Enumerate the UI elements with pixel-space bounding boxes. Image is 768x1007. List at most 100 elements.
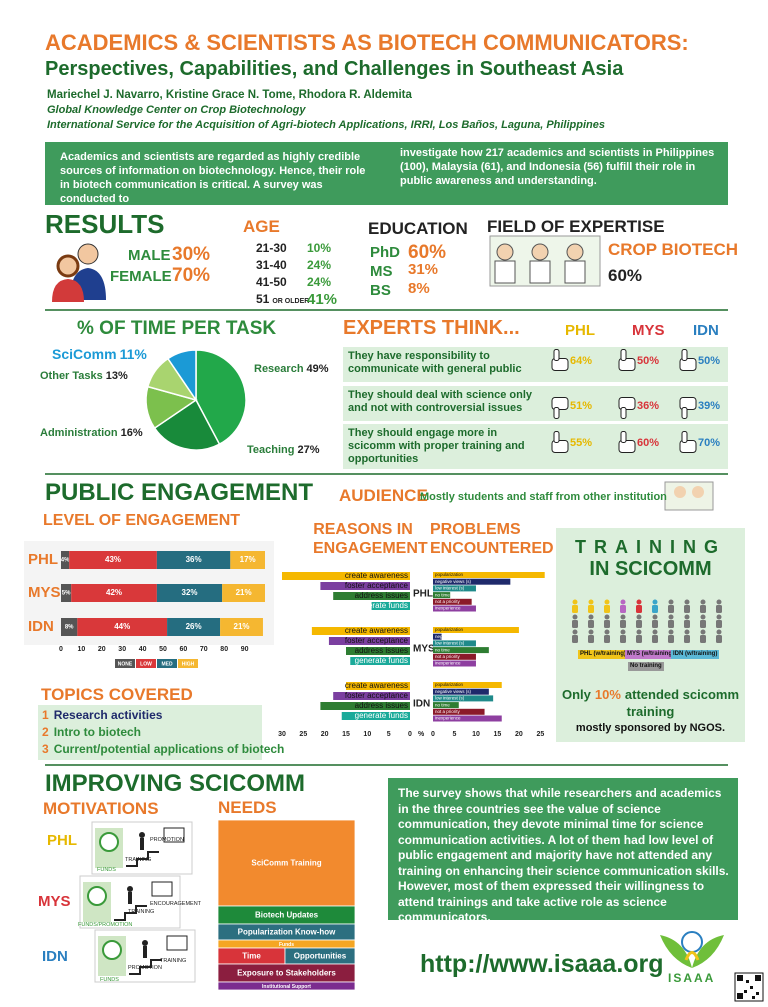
bar-label: address issues xyxy=(355,591,408,600)
pie-slice xyxy=(195,349,247,446)
person-icon xyxy=(700,635,706,643)
topic-text: Current/potential applications of biotec… xyxy=(53,742,285,756)
thumb-icon xyxy=(551,358,569,371)
bar-label: foster acceptance xyxy=(345,636,409,645)
thumb-icon xyxy=(551,397,569,410)
topic: 2 Intro to biotech xyxy=(42,725,141,740)
conclusion-text: The survey shows that while researchers … xyxy=(398,786,729,924)
bar xyxy=(320,702,410,710)
bar xyxy=(433,695,494,702)
bar-label: no time xyxy=(435,647,450,652)
note-sponsor: mostly sponsored by NGOS. xyxy=(575,722,726,734)
illustration xyxy=(692,486,704,498)
person-icon xyxy=(684,620,690,628)
pie-value: 11% xyxy=(119,346,147,362)
intro-text: Academics and scientists are regarded as… xyxy=(60,151,366,205)
expertise-value: 60% xyxy=(608,266,643,285)
motivation-icon xyxy=(129,959,162,975)
thumb-icon xyxy=(681,349,688,361)
person-icon xyxy=(636,614,642,620)
person-icon xyxy=(684,605,690,613)
expert-value: 51% xyxy=(570,399,593,412)
person-icon xyxy=(620,599,626,605)
person-icon xyxy=(700,629,706,635)
motivation-icon xyxy=(114,905,147,921)
pie-value: 13% xyxy=(105,370,128,382)
education-label: PhD xyxy=(370,244,400,261)
x-tick-label: 10 xyxy=(363,731,371,738)
x-tick-label: 20 xyxy=(98,646,106,653)
thumb-icon xyxy=(553,407,560,419)
bar-label: create awareness xyxy=(345,571,408,580)
url: http://www.isaaa.org xyxy=(420,950,664,978)
person-icon xyxy=(684,635,690,643)
pie-category: SciComm xyxy=(52,346,117,362)
person-icon xyxy=(700,614,706,620)
bar-label: low interest (s) xyxy=(435,586,465,591)
statement-box xyxy=(343,386,728,421)
pie-label: Teaching 27% xyxy=(247,444,320,457)
group-label: PHL xyxy=(413,589,433,600)
person-icon xyxy=(572,635,578,643)
pie-category: Other Tasks xyxy=(40,370,103,382)
needs-label: SciComm Training xyxy=(251,859,321,868)
person-icon xyxy=(668,620,674,628)
bar xyxy=(282,572,410,580)
pie-category: Administration xyxy=(40,427,118,439)
person-icon xyxy=(700,620,706,628)
heading: MOTIVATIONS xyxy=(43,799,159,818)
qr-code xyxy=(756,992,759,995)
bar-value: 5% xyxy=(62,591,71,597)
motivation-icon xyxy=(139,832,145,838)
age-value: 10% xyxy=(307,241,332,255)
needs-label: Exposure to Stakeholders xyxy=(237,969,336,978)
education-value: 8% xyxy=(408,280,430,297)
bar xyxy=(433,585,476,592)
expert-value: 50% xyxy=(637,354,660,367)
title: ACADEMICS & SCIENTISTS AS BIOTECH COMMUN… xyxy=(45,30,689,55)
bar-segment xyxy=(220,618,263,636)
needs-block xyxy=(217,819,356,907)
bar-segment xyxy=(230,551,265,569)
age-suffix: OR OLDER xyxy=(272,298,310,305)
person-icon xyxy=(572,629,578,635)
section-title: EXPERTS THINK... xyxy=(343,317,520,339)
bar-label: inexperience xyxy=(435,716,461,721)
motivation-icon xyxy=(140,838,144,850)
bar xyxy=(433,660,476,667)
legend-label: IDN (w/training) xyxy=(671,650,720,659)
bar-segment xyxy=(156,551,231,569)
bar-segment xyxy=(167,618,221,636)
category-label: MYS xyxy=(28,584,61,601)
icon xyxy=(52,279,84,302)
illustration xyxy=(494,260,516,284)
bar-label: not a priority xyxy=(435,709,461,714)
motivation-label: FUNDS xyxy=(100,977,119,983)
bar-label: create awareness xyxy=(345,681,408,690)
bar-segment xyxy=(71,584,157,602)
bar-segment xyxy=(61,618,78,636)
section-title: PUBLIC ENGAGEMENT xyxy=(45,479,314,506)
pie-label: Administration 16% xyxy=(40,427,143,440)
thumb-icon xyxy=(620,349,627,361)
motivation-label: FUNDS/PROMOTION xyxy=(78,922,133,928)
authors: Mariechel J. Navarro, Kristine Grace N. … xyxy=(47,89,412,101)
person-icon xyxy=(572,620,578,628)
qr-code xyxy=(737,975,743,981)
bar-value: 4% xyxy=(61,558,70,564)
person-icon xyxy=(668,599,674,605)
bar-label: negative views (s) xyxy=(435,579,472,584)
bar xyxy=(433,627,519,633)
x-tick-label: 30 xyxy=(278,731,286,738)
x-tick-label: 0 xyxy=(408,731,412,738)
needs-label: Institutional Support xyxy=(262,984,311,990)
bar-label: negative views (s) xyxy=(435,689,472,694)
person-icon xyxy=(652,614,658,620)
topic-text: Research activities xyxy=(53,708,163,722)
person-icon xyxy=(652,620,658,628)
person-icon xyxy=(604,635,610,643)
qr-code xyxy=(737,993,743,999)
x-tick-label: 10 xyxy=(78,646,86,653)
